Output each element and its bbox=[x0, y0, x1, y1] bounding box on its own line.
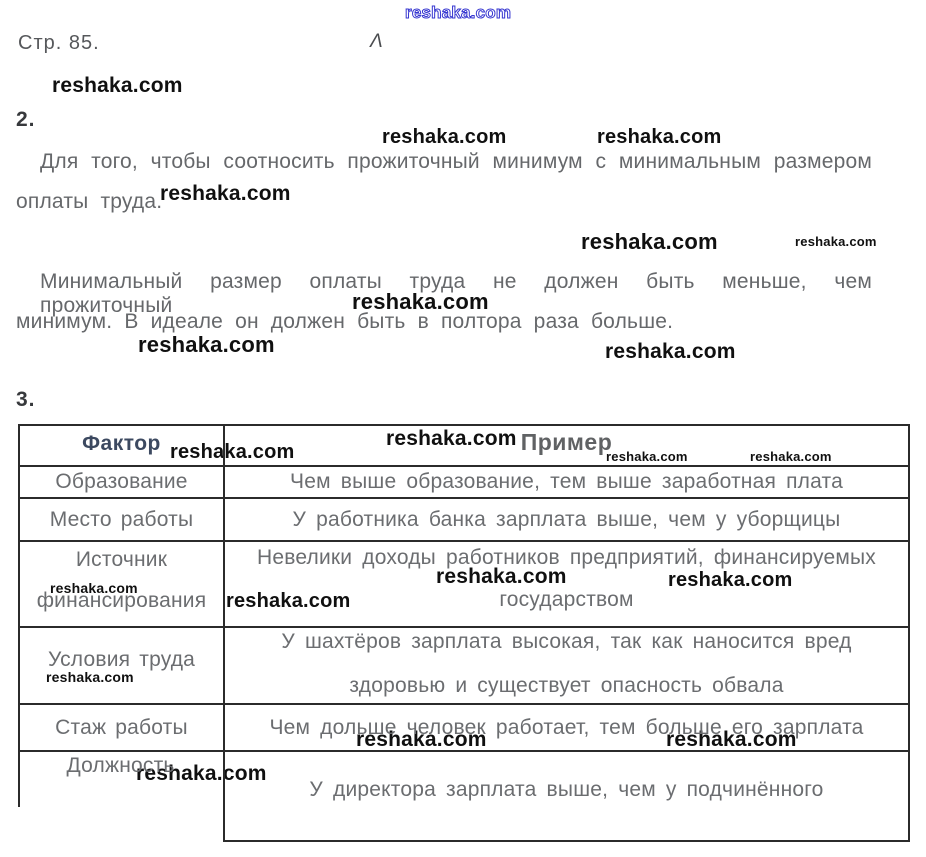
table-row: Должность У директора зарплата выше, чем… bbox=[18, 752, 910, 842]
example-text: У директора зарплата выше, чем у подчинё… bbox=[309, 778, 824, 801]
table-partial-left-border bbox=[18, 752, 20, 807]
watermark: reshaka.com bbox=[795, 234, 877, 249]
watermark: reshaka.com bbox=[352, 289, 489, 314]
example-text-line1: Невелики доходы работников предприятий, … bbox=[256, 546, 877, 569]
watermark: reshaka.com bbox=[386, 427, 517, 450]
factor-header-cell: Фактор bbox=[18, 426, 225, 465]
factor-header-label: Фактор bbox=[82, 432, 161, 455]
watermark: reshaka.com bbox=[382, 126, 507, 148]
watermark: reshaka.com bbox=[597, 126, 722, 148]
factor-text-line2: финансирования bbox=[36, 589, 207, 612]
factor-text: Образование bbox=[55, 470, 188, 493]
section-2-number: 2. bbox=[16, 108, 36, 131]
watermark: reshaka.com bbox=[50, 580, 138, 596]
watermark: reshaka.com bbox=[605, 340, 736, 363]
table-row: Источник финансирования Невелики доходы … bbox=[18, 542, 910, 628]
watermark: reshaka.com bbox=[436, 565, 567, 588]
example-cell: Чем дольше человек работает, тем больше … bbox=[225, 705, 910, 750]
factor-cell: Стаж работы bbox=[18, 705, 225, 750]
example-cell: Невелики доходы работников предприятий, … bbox=[225, 542, 910, 626]
watermark: reshaka.com bbox=[356, 728, 487, 751]
watermark: reshaka.com bbox=[52, 74, 183, 97]
example-cell: У директора зарплата выше, чем у подчинё… bbox=[225, 752, 910, 842]
answer-2-paragraph-2-line-2: минимум. В идеале он должен быть в полто… bbox=[16, 310, 674, 333]
example-text-line1: У шахтёров зарплата высокая, так как нан… bbox=[281, 630, 852, 653]
watermark: reshaka.com bbox=[136, 762, 267, 785]
example-text: Чем выше образование, тем выше заработна… bbox=[290, 470, 843, 493]
table-row: Условия труда У шахтёров зарплата высока… bbox=[18, 628, 910, 705]
watermark: reshaka.com bbox=[581, 229, 718, 254]
watermark: reshaka.com bbox=[226, 590, 351, 612]
factor-text: Условия труда bbox=[47, 648, 196, 671]
example-text: Чем дольше человек работает, тем больше … bbox=[269, 715, 864, 739]
watermark: reshaka.com bbox=[666, 728, 797, 751]
answer-2-paragraph-1-line-2: оплаты труда. bbox=[16, 190, 163, 213]
example-cell: У работника банка зарплата выше, чем у у… bbox=[225, 499, 910, 540]
table-header-row: Фактор Пример bbox=[18, 426, 910, 467]
factor-cell: Место работы bbox=[18, 499, 225, 540]
answer-2-paragraph-2-line-1: Минимальный размер оплаты труда не долже… bbox=[40, 270, 872, 317]
factor-text-line1: Источник bbox=[75, 548, 168, 571]
table-row: Место работы У работника банка зарплата … bbox=[18, 499, 910, 542]
watermark: reshaka.com bbox=[160, 182, 291, 205]
example-cell: У шахтёров зарплата высокая, так как нан… bbox=[225, 628, 910, 703]
watermark: reshaka.com bbox=[46, 669, 134, 685]
watermark: reshaka.com bbox=[170, 441, 295, 463]
example-header-cell: Пример bbox=[225, 426, 910, 465]
example-text: У работника банка зарплата выше, чем у у… bbox=[292, 507, 841, 531]
factor-text: Должность bbox=[66, 754, 175, 777]
watermark: reshaka.com bbox=[606, 449, 688, 464]
stray-character: Λ bbox=[370, 31, 383, 52]
salary-factors-table: Фактор Пример Образование Чем выше образ… bbox=[18, 424, 910, 842]
example-text-line2: государством bbox=[499, 588, 634, 611]
example-header-label: Пример bbox=[520, 429, 613, 455]
answer-2-paragraph-1-line-1: Для того, чтобы соотносить прожиточный м… bbox=[40, 150, 872, 173]
table-row: Стаж работы Чем дольше человек работает,… bbox=[18, 705, 910, 752]
factor-cell: Образование bbox=[18, 467, 225, 497]
factor-text: Стаж работы bbox=[55, 715, 188, 739]
factor-text: Место работы bbox=[49, 507, 194, 531]
section-3-number: 3. bbox=[16, 388, 36, 411]
factor-cell: Источник финансирования bbox=[18, 542, 225, 626]
factor-cell: Условия труда bbox=[18, 628, 225, 703]
watermark: reshaka.com bbox=[668, 569, 793, 591]
watermark: reshaka.com bbox=[138, 332, 275, 357]
page-label: Стр. 85. bbox=[18, 32, 100, 54]
watermark: reshaka.com bbox=[404, 3, 512, 23]
table-row: Образование Чем выше образование, тем вы… bbox=[18, 467, 910, 499]
factor-cell: Должность bbox=[18, 752, 225, 842]
example-text-line2: здоровью и существует опасность обвала bbox=[349, 674, 784, 697]
example-cell: Чем выше образование, тем выше заработна… bbox=[225, 467, 910, 497]
watermark: reshaka.com bbox=[750, 449, 832, 464]
